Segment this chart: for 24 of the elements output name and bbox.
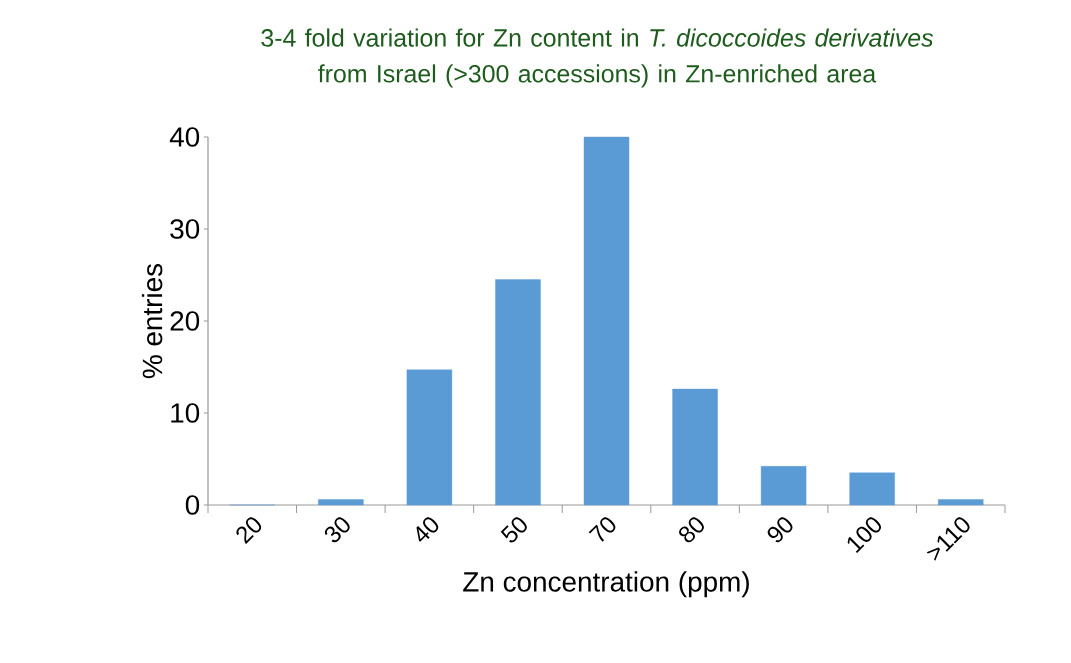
bar — [318, 499, 364, 506]
x-tick-label: 100 — [847, 517, 882, 553]
y-tick-label: 10 — [171, 403, 200, 423]
bar — [849, 472, 895, 506]
chart-title: 3-4 fold variation for Zn content in T. dicoccoides derivatives from Israel (>300 accessions) in Zn-enriched area — [261, 28, 934, 88]
y-tick-label: 30 — [170, 219, 200, 239]
x-tick-label: 70 — [588, 517, 616, 542]
bar — [583, 136, 630, 506]
bar — [495, 279, 541, 506]
bar — [406, 369, 453, 506]
x-tick-label: 50 — [500, 517, 527, 543]
y-axis-title: % entries — [141, 263, 163, 379]
x-tick-label: 40 — [416, 517, 439, 542]
bar — [760, 466, 807, 506]
y-tick-label: 0 — [185, 495, 200, 515]
y-tick-label: 40 — [169, 127, 200, 147]
x-tick-label: 30 — [324, 517, 350, 543]
bar — [938, 499, 984, 506]
bar — [672, 388, 718, 506]
x-tick-label: 80 — [679, 517, 704, 543]
y-tick-label: 20 — [170, 311, 200, 331]
x-tick-label: 20 — [236, 517, 262, 544]
x-axis-title: Zn concentration (ppm) — [463, 571, 749, 598]
x-tick-label: 90 — [767, 517, 793, 543]
